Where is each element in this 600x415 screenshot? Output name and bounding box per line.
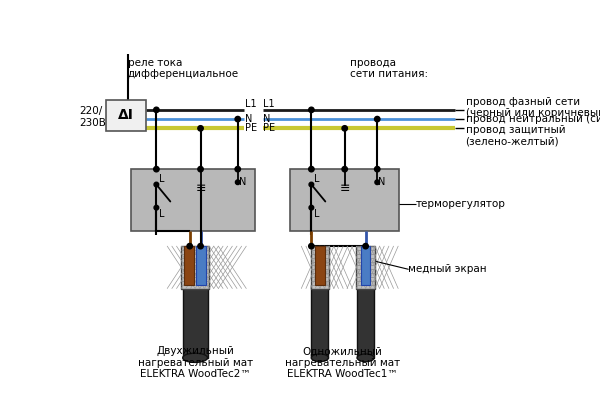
Circle shape <box>235 180 240 185</box>
Bar <box>356 246 375 288</box>
Circle shape <box>342 166 347 172</box>
Text: L: L <box>158 209 164 219</box>
Text: провода
сети питания:: провода сети питания: <box>350 58 428 79</box>
Text: ΔI: ΔI <box>118 108 134 122</box>
Circle shape <box>374 116 380 122</box>
Circle shape <box>154 166 159 172</box>
Circle shape <box>342 126 347 131</box>
Circle shape <box>374 166 380 172</box>
Circle shape <box>198 166 203 172</box>
Text: L1: L1 <box>263 99 274 109</box>
Text: 220/
230В: 220/ 230В <box>79 106 106 127</box>
Circle shape <box>187 244 193 249</box>
Bar <box>131 169 255 231</box>
Text: терморегулятор: терморегулятор <box>416 199 506 209</box>
Ellipse shape <box>311 354 328 361</box>
Bar <box>290 169 399 231</box>
Bar <box>184 246 194 285</box>
Text: N: N <box>263 114 270 124</box>
Bar <box>357 285 374 358</box>
Bar <box>183 285 208 358</box>
Circle shape <box>198 126 203 131</box>
Text: провод защитный
(зелено-желтый): провод защитный (зелено-желтый) <box>466 125 565 147</box>
Bar <box>106 100 146 131</box>
Circle shape <box>154 205 158 210</box>
Text: L: L <box>314 209 319 219</box>
Text: L: L <box>314 174 319 184</box>
Text: ≡: ≡ <box>340 182 350 195</box>
Circle shape <box>308 244 314 249</box>
Text: реле тока
дифференциальное: реле тока дифференциальное <box>128 58 239 79</box>
Circle shape <box>308 166 314 172</box>
Text: PE: PE <box>245 123 257 133</box>
Ellipse shape <box>183 353 208 362</box>
Ellipse shape <box>357 354 374 361</box>
Text: L: L <box>158 174 164 184</box>
Bar <box>311 246 329 288</box>
Circle shape <box>154 182 158 187</box>
Bar <box>315 246 325 286</box>
Circle shape <box>198 244 203 249</box>
Text: PE: PE <box>263 123 275 133</box>
Text: Двухжильный
нагревательный мат
ELEKTRA WoodTec2™: Двухжильный нагревательный мат ELEKTRA W… <box>137 346 253 379</box>
Bar <box>311 285 328 358</box>
Text: провод нейтральный (синий): провод нейтральный (синий) <box>466 114 600 124</box>
Circle shape <box>154 107 159 112</box>
Circle shape <box>363 244 368 249</box>
Text: N: N <box>239 177 246 187</box>
Circle shape <box>308 107 314 112</box>
Text: N: N <box>378 177 385 187</box>
Bar <box>196 246 206 285</box>
Circle shape <box>375 180 380 185</box>
Bar <box>361 246 370 286</box>
Text: ≡: ≡ <box>196 182 206 195</box>
Circle shape <box>235 166 241 172</box>
Circle shape <box>309 205 314 210</box>
Text: Одножильный
нагревательный мат
ELEKTRA WoodTec1™: Одножильный нагревательный мат ELEKTRA W… <box>285 346 400 379</box>
Text: медный экран: медный экран <box>408 264 487 274</box>
Text: провод фазный сети
(черный или коричневый): провод фазный сети (черный или коричневы… <box>466 97 600 118</box>
Text: L1: L1 <box>245 99 256 109</box>
Bar <box>181 246 209 288</box>
Circle shape <box>309 182 314 187</box>
Circle shape <box>235 116 241 122</box>
Text: N: N <box>245 114 252 124</box>
